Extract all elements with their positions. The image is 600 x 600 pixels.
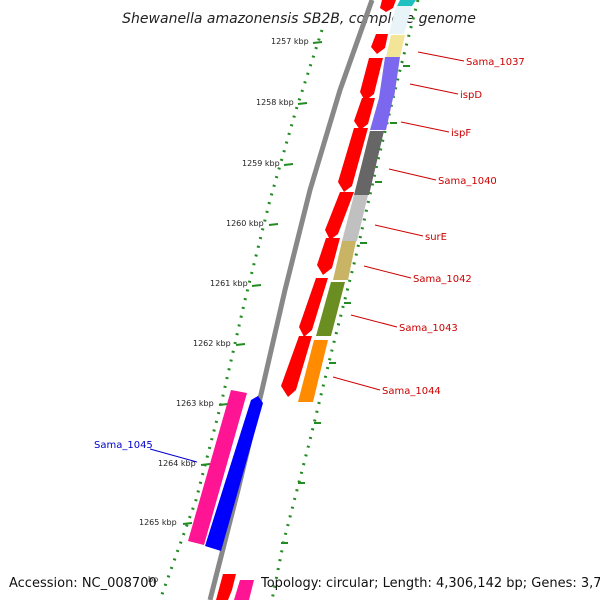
tick-label: 1257 kbp [271, 37, 309, 46]
map-title: Shewanella amazonensis SB2B, complete ge… [122, 11, 476, 27]
tick-marks [182, 41, 323, 525]
gene-label-sama-1042[interactable]: Sama_1042 [413, 274, 472, 285]
callout-line [417, 51, 465, 62]
tick-mark [182, 522, 193, 525]
gene-label-sama-1043[interactable]: Sama_1043 [399, 323, 458, 334]
tick-label: 1265 kbp [139, 518, 177, 527]
cds-arrow[interactable] [380, 0, 396, 12]
tick-label: 1259 kbp [242, 159, 280, 168]
genome-backbone [207, 0, 375, 600]
tick-mark [312, 41, 323, 44]
gene-label-sama-1045[interactable]: Sama_1045 [94, 440, 153, 451]
callout-line [409, 83, 459, 95]
cds-arrow[interactable] [354, 98, 375, 130]
gene-label-ispd[interactable]: ispD [460, 90, 482, 101]
cog-block[interactable] [379, 57, 400, 98]
tick-mark [251, 284, 262, 287]
cog-block[interactable] [354, 131, 384, 195]
callout-line [388, 168, 437, 181]
tick-label: 1264 kbp [158, 459, 196, 468]
cds-arrow[interactable] [371, 34, 388, 54]
cds-arrow[interactable] [317, 238, 340, 275]
tick-label: 1263 kbp [176, 399, 214, 408]
cds-arrow[interactable] [325, 192, 354, 240]
gene-label-sama-1040[interactable]: Sama_1040 [438, 176, 497, 187]
cog-block[interactable] [386, 35, 405, 57]
tick-label: 1258 kbp [256, 98, 294, 107]
tick-mark [218, 403, 229, 406]
cds-arrow[interactable] [360, 58, 383, 101]
tick-mark [235, 343, 246, 346]
tick-ruler-inner [270, 0, 420, 600]
forward-cds-track [216, 0, 396, 600]
callout-line [374, 224, 424, 237]
label-callouts [149, 51, 465, 463]
gene-labels: Sama_1037 ispD ispF Sama_1040 surE Sama_… [94, 57, 525, 451]
cds-arrow[interactable] [281, 336, 312, 397]
tick-label: 1260 kbp [226, 219, 264, 228]
tick-mark [200, 463, 211, 466]
gene-label-sama-1037[interactable]: Sama_1037 [466, 57, 525, 68]
callout-line [400, 121, 450, 133]
gene-label-ispf[interactable]: ispF [451, 128, 471, 139]
reverse-cds-arrow[interactable] [205, 396, 263, 551]
inner-tick-marks [281, 65, 410, 544]
gene-label-sama-1044[interactable]: Sama_1044 [382, 386, 441, 397]
cds-arrow[interactable] [299, 278, 328, 337]
reverse-cds-track [188, 390, 263, 551]
tick-label: 1261 kbp [210, 279, 248, 288]
cog-block[interactable] [333, 241, 356, 280]
cog-block[interactable] [389, 6, 412, 34]
tick-ruler-outer [158, 29, 324, 600]
pink-feature[interactable] [188, 390, 247, 545]
tick-mark [283, 163, 294, 166]
cog-track [234, 0, 416, 600]
callout-line [363, 265, 412, 279]
tick-label: 1262 kbp [193, 339, 231, 348]
cog-block[interactable] [234, 580, 254, 600]
accession-text: Accession: NC_008700 [9, 576, 157, 591]
cog-block[interactable] [342, 195, 368, 241]
cog-block[interactable] [298, 340, 328, 402]
gene-label-sure[interactable]: surE [425, 232, 447, 243]
tick-mark [297, 102, 308, 105]
cog-block[interactable] [316, 282, 345, 336]
accession-unit: bp [148, 575, 158, 584]
topology-text: Topology: circular; Length: 4,306,142 bp… [260, 576, 600, 591]
cds-arrow[interactable] [338, 128, 368, 192]
tick-mark [268, 223, 279, 226]
cds-arrow[interactable] [216, 574, 236, 600]
callout-line [332, 376, 381, 391]
callout-line [149, 448, 198, 463]
callout-line [350, 314, 398, 328]
cog-block[interactable] [397, 0, 416, 6]
cog-block[interactable] [370, 98, 393, 130]
